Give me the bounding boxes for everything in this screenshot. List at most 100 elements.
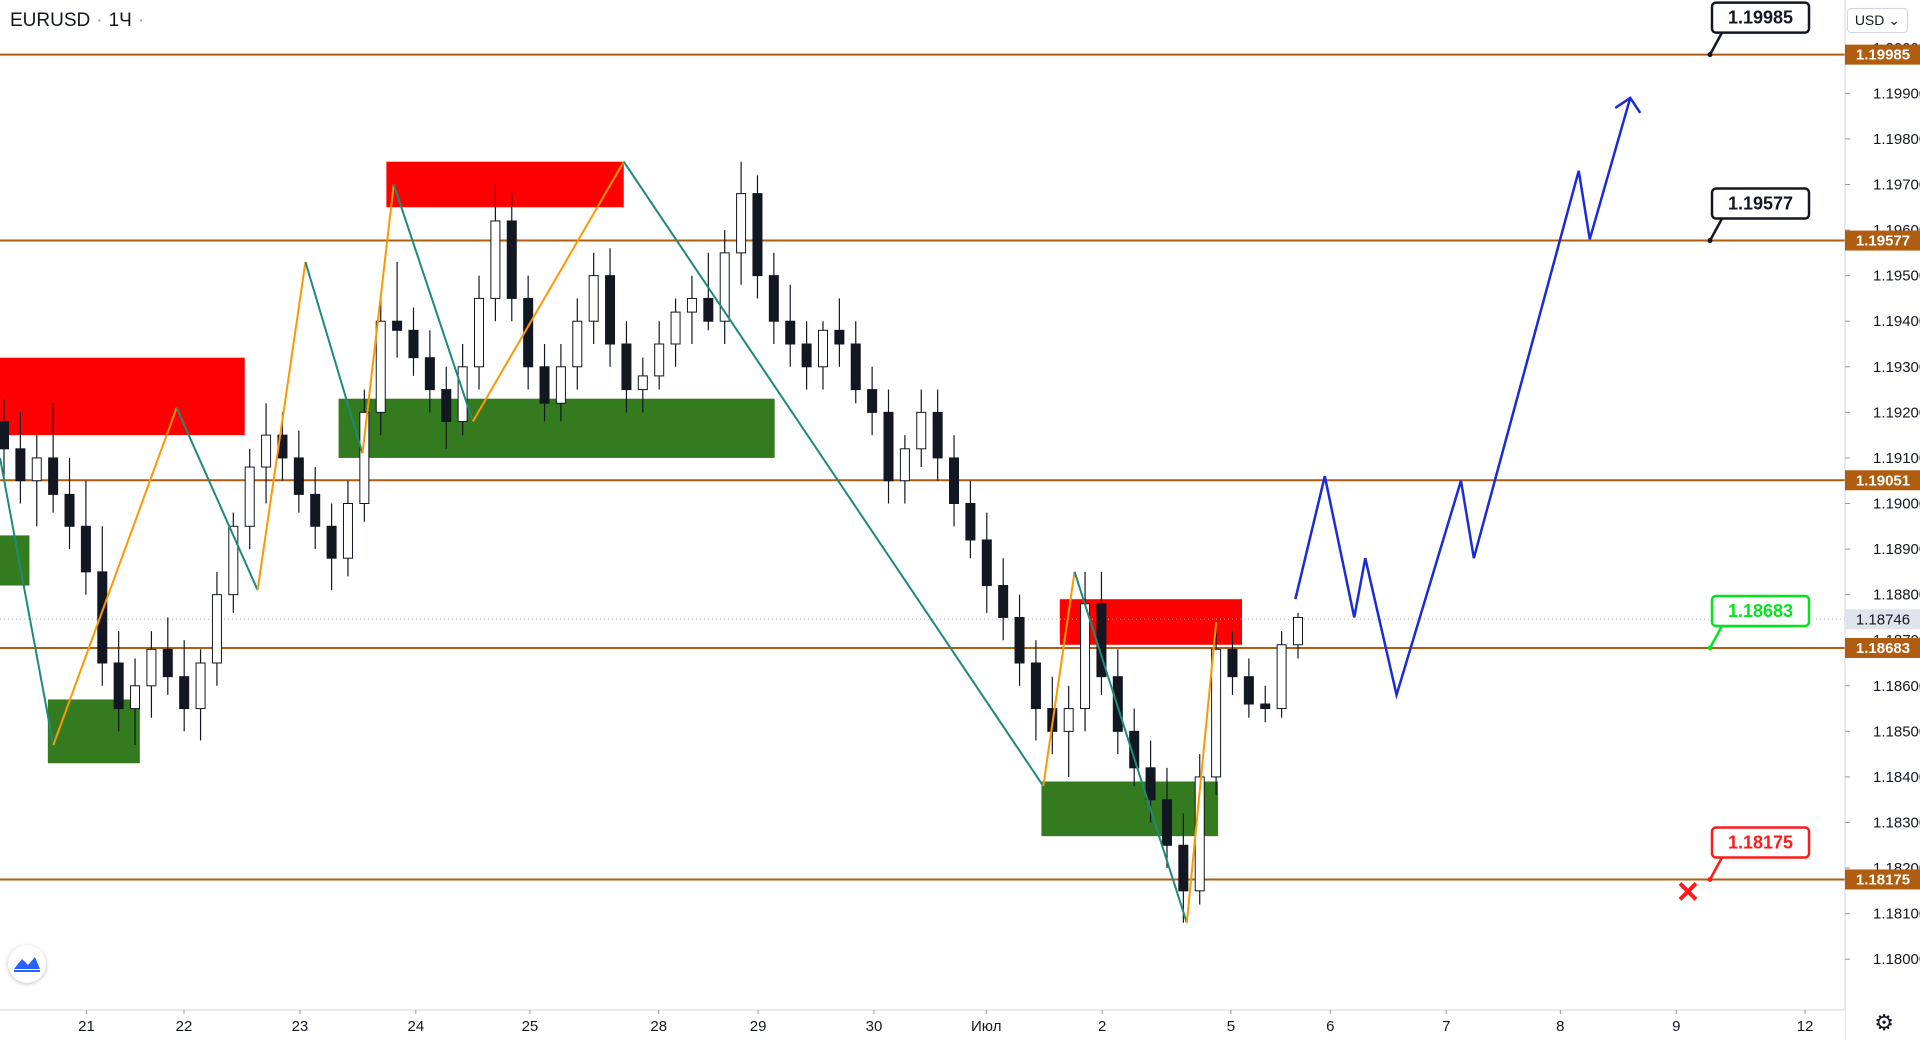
price-tick-label: 1.19200 bbox=[1873, 404, 1920, 421]
zigzag-up-segment bbox=[472, 161, 625, 422]
time-tick-label: 7 bbox=[1442, 1018, 1450, 1035]
level-price-tag-label: 1.19051 bbox=[1856, 472, 1910, 489]
bearish-candle bbox=[1243, 676, 1254, 705]
bearish-candle bbox=[162, 648, 173, 678]
forecast-path[interactable] bbox=[1294, 97, 1632, 700]
price-tick-label: 1.18100 bbox=[1873, 906, 1920, 923]
demand-zone bbox=[338, 398, 775, 458]
bullish-candle bbox=[572, 320, 583, 368]
callout-pointer bbox=[1708, 217, 1724, 242]
callout-anchor-dot bbox=[1707, 876, 1713, 882]
price-callout-label: 1.18683 bbox=[1728, 601, 1793, 621]
bearish-candle bbox=[441, 389, 452, 422]
price-tick-label: 1.19300 bbox=[1873, 359, 1920, 376]
bullish-candle bbox=[31, 457, 42, 482]
price-tick-label: 1.18400 bbox=[1873, 769, 1920, 786]
bearish-candle bbox=[834, 329, 845, 345]
settings-gear-icon[interactable]: ⚙ bbox=[1874, 1011, 1894, 1036]
bearish-candle bbox=[981, 539, 992, 587]
time-tick-label: Июл bbox=[971, 1018, 1001, 1035]
bullish-candle bbox=[1276, 644, 1287, 710]
forecast-arrowhead-icon bbox=[1614, 96, 1642, 114]
bearish-candle bbox=[850, 343, 861, 391]
price-callout-box[interactable] bbox=[1710, 1, 1811, 34]
bullish-candle bbox=[916, 411, 927, 450]
price-tick-label: 1.18500 bbox=[1873, 723, 1920, 740]
callout-pointer bbox=[1708, 32, 1724, 56]
demand-zone bbox=[47, 699, 140, 764]
bearish-candle bbox=[1178, 844, 1189, 892]
price-axis[interactable] bbox=[1845, 0, 1920, 1040]
bullish-candle bbox=[244, 466, 255, 527]
currency-label: USD bbox=[1854, 12, 1885, 28]
bullish-candle bbox=[359, 411, 370, 505]
zigzag-down-segment bbox=[175, 407, 259, 591]
zigzag-up-segment bbox=[1042, 571, 1076, 787]
bearish-candle bbox=[932, 411, 943, 459]
zigzag-down-segment bbox=[1073, 571, 1188, 924]
bearish-candle bbox=[506, 220, 517, 299]
price-tick-label: 1.19800 bbox=[1873, 131, 1920, 148]
time-tick-label: 24 bbox=[407, 1018, 424, 1035]
bearish-candle bbox=[1129, 730, 1140, 769]
current-price-tag-label: 1.18746 bbox=[1856, 611, 1910, 628]
level-price-tag bbox=[1845, 230, 1920, 251]
bullish-candle bbox=[670, 311, 681, 345]
bearish-candle bbox=[785, 320, 796, 345]
demand-zone bbox=[1041, 781, 1219, 837]
logo-icon bbox=[14, 957, 40, 972]
bearish-candle bbox=[1030, 662, 1041, 710]
tradingview-logo[interactable] bbox=[8, 945, 46, 983]
time-tick-label: 12 bbox=[1797, 1018, 1814, 1035]
bearish-candle bbox=[1260, 703, 1271, 710]
bearish-candle bbox=[97, 571, 108, 664]
level-price-tag-label: 1.18683 bbox=[1856, 640, 1910, 657]
price-callout-box[interactable] bbox=[1710, 826, 1811, 859]
bullish-candle bbox=[342, 503, 353, 559]
interval-label: 1Ч bbox=[108, 10, 132, 31]
bearish-candle bbox=[1227, 648, 1238, 678]
bearish-candle bbox=[64, 493, 75, 527]
zigzag-down-segment bbox=[622, 161, 1045, 787]
bullish-candle bbox=[130, 685, 141, 710]
price-tick-label: 1.19900 bbox=[1873, 85, 1920, 102]
bullish-candle bbox=[1292, 616, 1304, 646]
bearish-candle bbox=[883, 411, 894, 482]
price-tick-label: 1.19400 bbox=[1873, 313, 1920, 330]
bearish-candle bbox=[621, 343, 632, 391]
price-callout-box[interactable] bbox=[1710, 594, 1811, 628]
supply-zone bbox=[0, 357, 245, 436]
bullish-candle bbox=[736, 193, 747, 254]
time-tick-label: 5 bbox=[1227, 1018, 1235, 1035]
bullish-candle bbox=[146, 648, 157, 687]
price-tick-label: 1.19700 bbox=[1873, 177, 1920, 194]
level-price-tag bbox=[1845, 869, 1920, 890]
current-price-tag bbox=[1845, 609, 1920, 630]
time-tick-label: 2 bbox=[1098, 1018, 1106, 1035]
chevron-down-icon: ⌄ bbox=[1884, 12, 1900, 28]
bearish-candle bbox=[1014, 616, 1025, 664]
time-tick-label: 8 bbox=[1556, 1018, 1564, 1035]
callout-anchor-dot bbox=[1707, 52, 1713, 58]
bearish-candle bbox=[703, 297, 714, 322]
zigzag-up-segment bbox=[52, 407, 178, 746]
time-tick-label: 22 bbox=[176, 1018, 193, 1035]
bullish-candle bbox=[474, 297, 485, 368]
bearish-candle bbox=[293, 457, 304, 495]
bullish-candle bbox=[686, 297, 697, 313]
bullish-candle bbox=[1080, 603, 1091, 710]
price-tick-label: 1.18900 bbox=[1873, 541, 1920, 558]
time-axis[interactable] bbox=[0, 1010, 1845, 1040]
callout-pointer bbox=[1708, 856, 1724, 881]
bullish-candle bbox=[457, 366, 468, 422]
bearish-candle bbox=[1145, 767, 1156, 801]
price-callout-box[interactable] bbox=[1710, 187, 1811, 220]
bullish-candle bbox=[555, 366, 566, 404]
level-price-tag bbox=[1845, 44, 1920, 65]
bullish-candle bbox=[490, 220, 501, 299]
currency-button[interactable]: USD ⌄ bbox=[1846, 8, 1908, 33]
bearish-candle bbox=[326, 525, 337, 559]
zigzag-up-segment bbox=[256, 261, 307, 591]
